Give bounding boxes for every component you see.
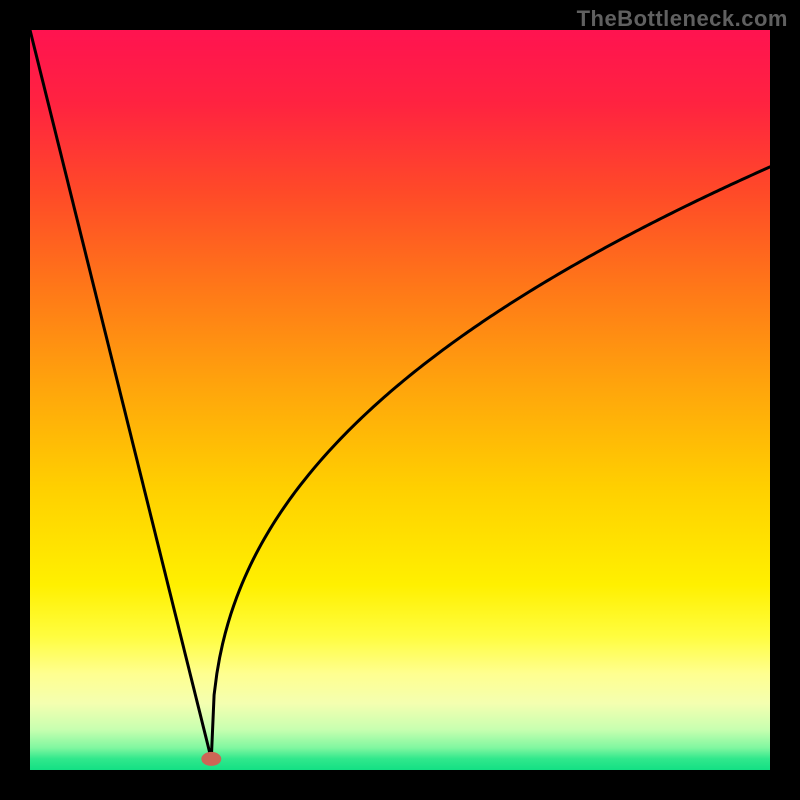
chart-root: TheBottleneck.com <box>0 0 800 800</box>
minimum-marker <box>201 752 221 766</box>
chart-svg <box>0 0 800 800</box>
watermark-text: TheBottleneck.com <box>577 6 788 32</box>
plot-background <box>30 30 770 770</box>
